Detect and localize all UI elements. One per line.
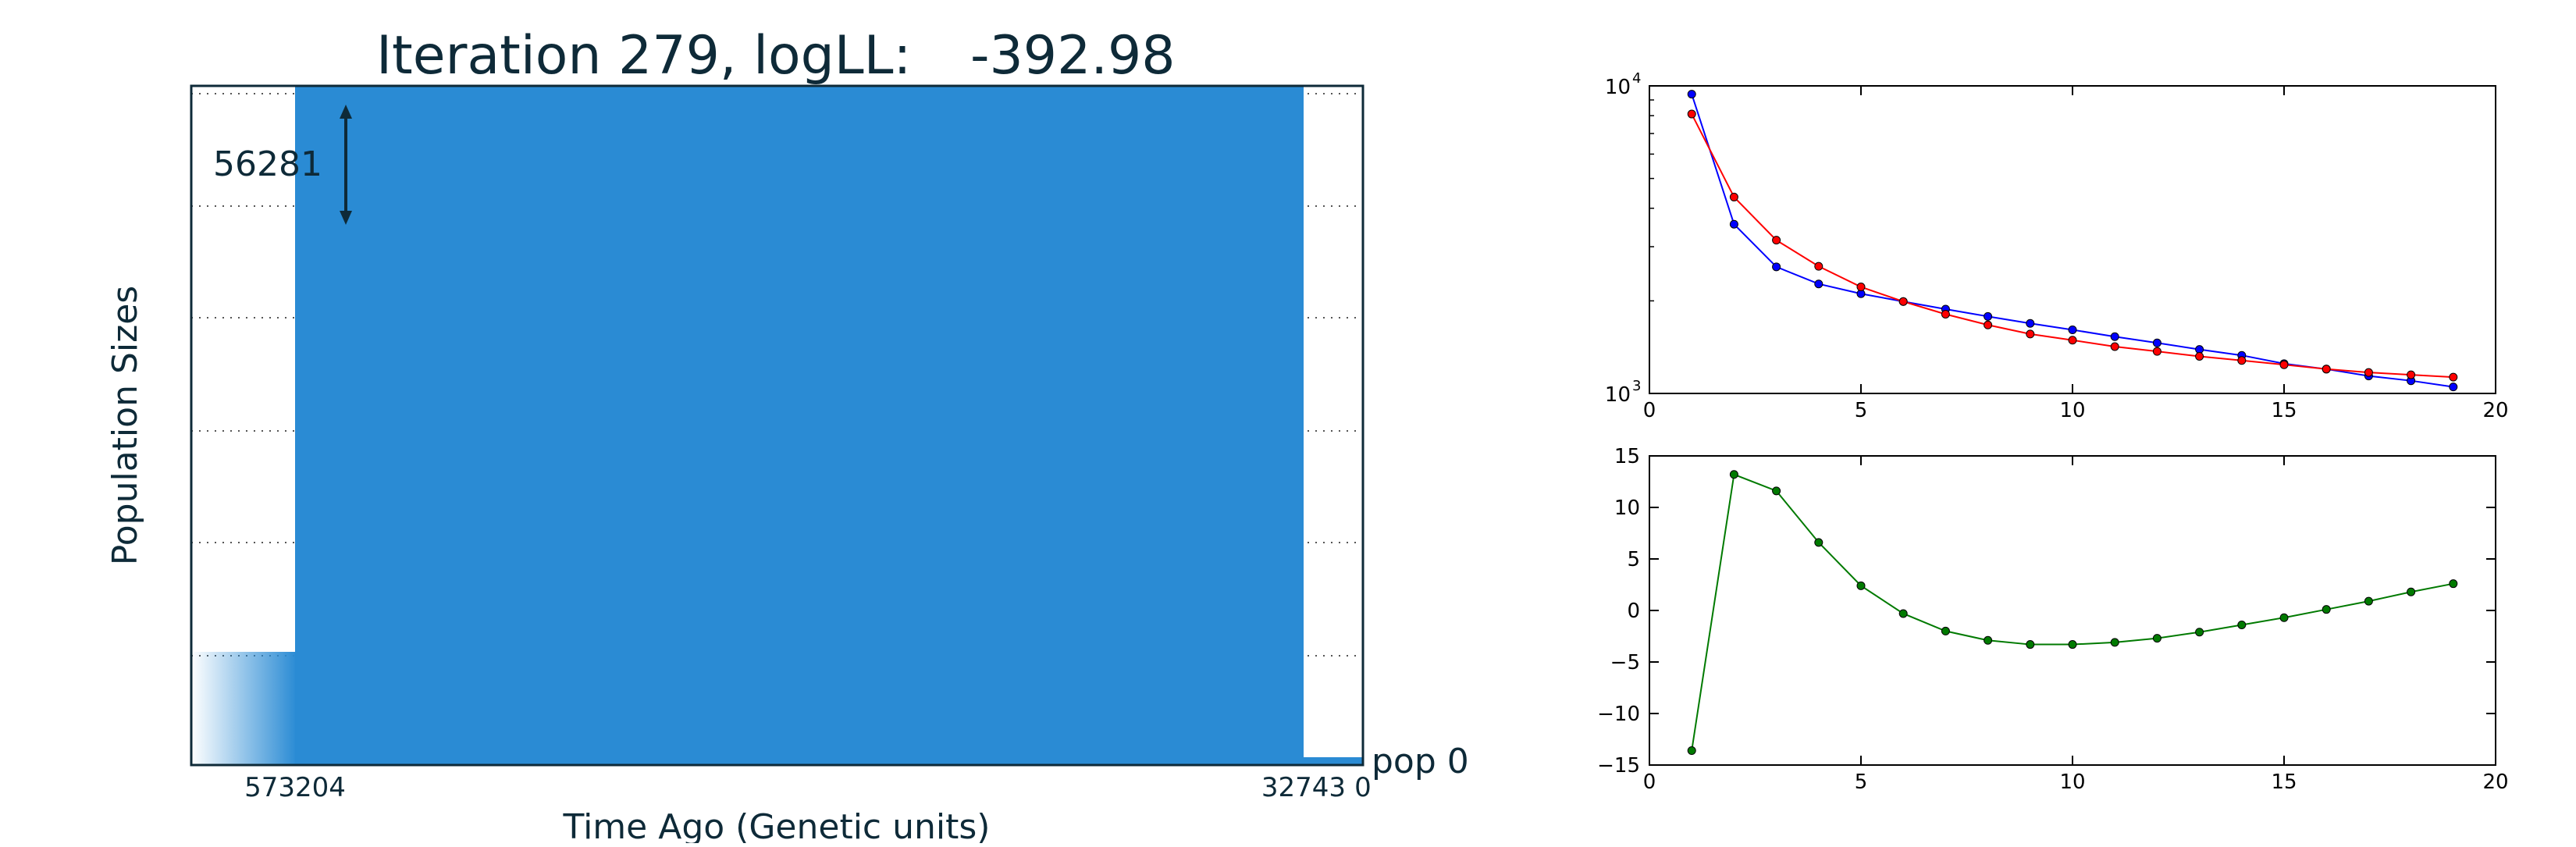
bottom-y-tick-label-2: 5 <box>1627 548 1640 571</box>
top-series-0-point-3 <box>1814 279 1823 289</box>
bottom-series-0-point-2 <box>1772 486 1781 496</box>
bottom-y-tick-label-6: −15 <box>1597 754 1640 778</box>
bottom-series-0-point-3 <box>1814 538 1823 547</box>
bottom-series-0-point-15 <box>2322 605 2331 614</box>
top-y-tick-label-0: 10 <box>1605 76 1631 99</box>
population-fill-fade <box>191 652 297 765</box>
bottom-series-0-point-5 <box>1898 609 1908 618</box>
bottom-x-tick-label-0: 0 <box>1643 770 1656 794</box>
top-series-1-point-4 <box>1856 283 1866 292</box>
top-series-1-point-5 <box>1898 297 1908 306</box>
x-tick-label-0: 0 <box>1354 772 1372 803</box>
top-series-1-point-18 <box>2449 372 2458 382</box>
top-series-1-point-1 <box>1729 192 1738 201</box>
top-series-0-point-9 <box>2068 326 2077 335</box>
x-tick-label-573204: 573204 <box>244 772 346 803</box>
bottom-y-tick-label-1: 10 <box>1614 496 1640 520</box>
top-series-1-point-7 <box>1984 320 1993 329</box>
top-x-tick-label-3: 15 <box>2271 399 2297 422</box>
population-fill-recent <box>1304 757 1363 765</box>
bottom-series-0-point-12 <box>2195 628 2204 637</box>
top-series-0-point-11 <box>2152 338 2161 347</box>
bottom-series-0-point-11 <box>2152 634 2161 643</box>
bottom-y-tick-label-3: 0 <box>1627 600 1640 623</box>
scale-bar-arrow-down <box>340 211 352 225</box>
top-series-1-point-6 <box>1941 309 1950 319</box>
difference-panel: 0 5 10 15 20 15 10 5 0 −5 −10 −15 <box>1597 445 2508 794</box>
y-axis-label: Population Sizes <box>105 286 145 565</box>
top-x-tick-label-0: 0 <box>1643 399 1656 422</box>
top-series-1-point-13 <box>2237 356 2247 365</box>
top-series-0-point-18 <box>2449 383 2458 392</box>
top-series-1-point-8 <box>2026 329 2035 339</box>
x-tick-label-32743: 32743 <box>1261 772 1346 803</box>
bottom-series-0-point-16 <box>2364 596 2373 606</box>
population-label: pop 0 <box>1372 742 1469 781</box>
top-x-tick-label-1: 5 <box>1855 399 1868 422</box>
top-series-1-point-12 <box>2195 351 2204 361</box>
bottom-x-tick-label-2: 10 <box>2059 770 2085 794</box>
bottom-series-0-point-9 <box>2068 640 2077 649</box>
bottom-series-0-point-13 <box>2237 620 2247 629</box>
bottom-y-tick-label-4: −5 <box>1610 651 1640 674</box>
top-x-tick-label-2: 10 <box>2059 399 2085 422</box>
bottom-series-0-point-14 <box>2279 613 2289 622</box>
bottom-series-0-line <box>1691 473 2453 751</box>
chart-title-prefix: Iteration 279, logLL: <box>376 25 911 87</box>
top-series-0-point-1 <box>1729 219 1738 229</box>
bottom-plot-frame <box>1649 455 2496 766</box>
top-series-1-point-15 <box>2322 365 2331 374</box>
bottom-series-0-point-8 <box>2026 640 2035 649</box>
population-panel: Iteration 279, logLL: -392.98 56281 pop … <box>105 25 1469 847</box>
bottom-x-tick-label-4: 20 <box>2482 770 2508 794</box>
bottom-x-tick-label-1: 5 <box>1855 770 1868 794</box>
bottom-series-0-point-10 <box>2110 638 2119 647</box>
top-series-0-point-2 <box>1772 262 1781 272</box>
bottom-series-0-point-17 <box>2407 587 2416 596</box>
x-axis-label: Time Ago (Genetic units) <box>563 807 991 843</box>
bottom-series-0-point-1 <box>1729 470 1738 479</box>
scale-bar: 56281 <box>213 105 352 225</box>
top-series-1-point-10 <box>2110 342 2119 351</box>
top-series-1-point-3 <box>1814 262 1823 271</box>
top-x-tick-label-4: 20 <box>2482 399 2508 422</box>
bottom-series-0-point-4 <box>1856 581 1866 590</box>
top-y-tick-exp-0: 4 <box>1632 70 1641 87</box>
scale-bar-arrow-up <box>340 105 352 119</box>
top-series-1-point-16 <box>2364 368 2373 377</box>
top-series-1-point-2 <box>1772 236 1781 245</box>
top-y-tick-label-1: 10 <box>1605 383 1631 407</box>
top-series-1-point-11 <box>2152 347 2161 356</box>
top-series-0-point-0 <box>1687 90 1696 99</box>
bottom-y-tick-label-0: 15 <box>1614 445 1640 468</box>
top-series-1-point-14 <box>2279 360 2289 369</box>
top-series-0-point-7 <box>1984 311 1993 321</box>
top-y-tick-exp-1: 3 <box>1632 378 1641 394</box>
bottom-series-0-point-18 <box>2449 579 2458 589</box>
plot-frame <box>190 84 1364 767</box>
top-series-0-point-8 <box>2026 319 2035 328</box>
bottom-series-0-point-7 <box>1984 635 1993 645</box>
top-series-1-point-17 <box>2407 370 2416 379</box>
top-series-0-point-10 <box>2110 332 2119 341</box>
bottom-y-tick-label-5: −10 <box>1597 703 1640 726</box>
bottom-series-0-point-0 <box>1687 746 1696 756</box>
top-series-1-point-0 <box>1687 109 1696 119</box>
bottom-x-tick-label-3: 15 <box>2271 770 2297 794</box>
chart-title-value: -392.98 <box>970 25 1175 87</box>
scale-bar-label: 56281 <box>213 144 322 184</box>
top-series-1-point-9 <box>2068 336 2077 345</box>
population-fill-main <box>295 86 1304 765</box>
bottom-series-0-point-6 <box>1941 626 1950 635</box>
